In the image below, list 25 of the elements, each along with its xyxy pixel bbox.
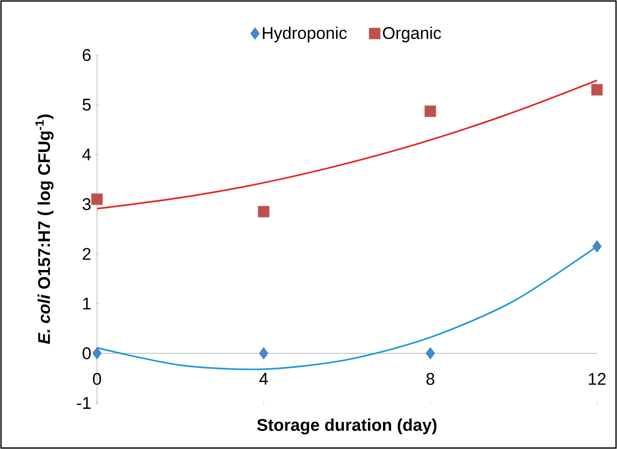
- y-axis-title: E. coli O157:H7 ( log CFUg$^{-1}$): [35, 114, 54, 344]
- y-tick-label: 3: [82, 198, 91, 210]
- y-tick-label: 0: [82, 347, 91, 360]
- x-tick-label: 0: [92, 372, 102, 385]
- line-series: [96, 80, 598, 210]
- x-tick-label: 4: [259, 372, 268, 385]
- y-tick-label: 1: [83, 298, 91, 310]
- point: [592, 240, 602, 253]
- y-tick-label: 6: [82, 49, 91, 62]
- y-tick-label: 4: [82, 148, 91, 160]
- point: [258, 206, 270, 218]
- point: [258, 347, 268, 360]
- x-axis-title: Storage duration (day): [257, 418, 436, 434]
- point: [424, 105, 436, 117]
- y-tick-label: -1: [77, 397, 91, 409]
- legend-label: Organic: [382, 26, 442, 42]
- y-tick-label: 2: [82, 248, 90, 260]
- point: [91, 193, 103, 205]
- x-tick-label: 8: [426, 372, 434, 385]
- x-tick-label: 12: [588, 372, 606, 385]
- y-tick-label: 5: [82, 98, 91, 111]
- legend-label: Hydroponic: [262, 26, 347, 42]
- point: [591, 84, 603, 96]
- point: [426, 347, 436, 360]
- point: [92, 347, 102, 360]
